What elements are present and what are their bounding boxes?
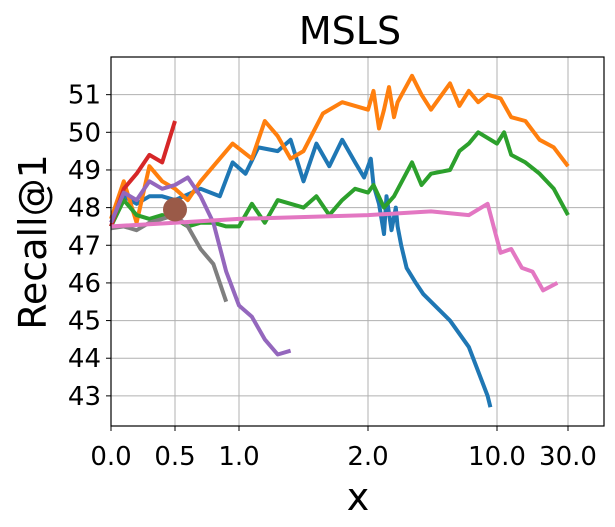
y-tick-label: 49 [68, 156, 101, 186]
y-tick-label: 44 [68, 344, 101, 374]
grid [110, 57, 604, 426]
y-tick-label: 48 [68, 194, 101, 224]
y-tick-label: 47 [68, 231, 101, 261]
series-line-5 [109, 175, 292, 357]
x-tick-label: 2.0 [347, 442, 388, 472]
y-axis-label: Recall@1 [11, 154, 55, 330]
x-tick-label: 10.0 [468, 442, 526, 472]
x-tick-label: 1.0 [218, 442, 259, 472]
highlight-marker [163, 197, 187, 222]
x-tick-label: 30.0 [539, 442, 597, 472]
y-tick-label: 50 [68, 118, 101, 148]
x-tick-label: 0.5 [154, 442, 195, 472]
series-line-7 [110, 201, 559, 293]
y-tick-label: 51 [68, 81, 101, 111]
y-tick-label: 45 [68, 307, 101, 337]
tick-labels: 0.0 0.5 1.0 2.0 10.0 30.0 43 44 45 46 47 48 49 50 51 [68, 81, 597, 472]
x-tick-label: 0.0 [90, 442, 131, 472]
series-line-2 [109, 73, 570, 225]
plot-frame [110, 56, 605, 427]
chart-title: MSLS [299, 9, 401, 53]
y-tick-label: 46 [68, 269, 101, 299]
series-line-6 [110, 213, 229, 303]
series-line-1 [109, 137, 493, 408]
plot-lines [109, 73, 570, 408]
x-axis-label: x [347, 475, 370, 519]
highlight-marker-point [163, 197, 187, 222]
y-tick-label: 43 [68, 382, 101, 412]
